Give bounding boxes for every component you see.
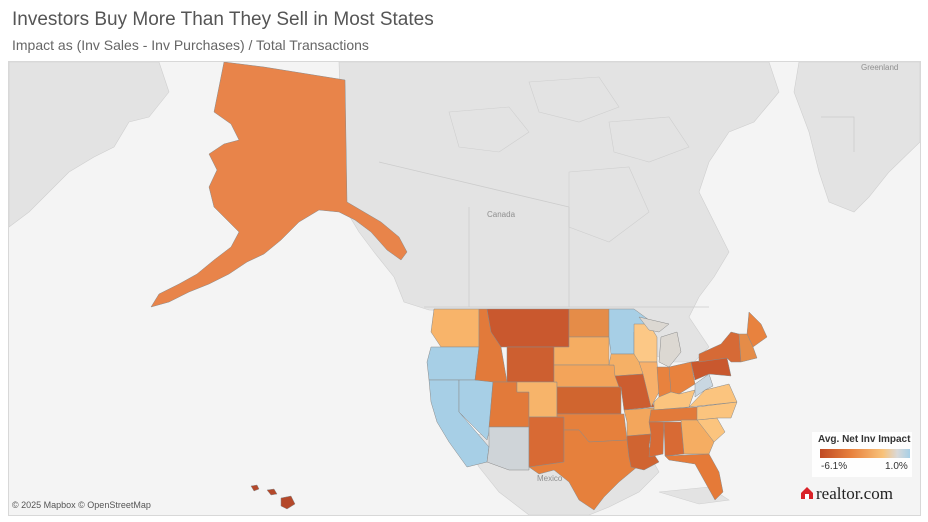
state-kansas (556, 386, 622, 415)
state-louisiana (626, 433, 660, 471)
map-canvas[interactable] (9, 62, 920, 515)
label-canada: Canada (487, 210, 516, 219)
state-pennsylvania (690, 357, 732, 381)
map-view[interactable]: Greenland Canada Mexico (8, 61, 921, 516)
state-wyoming (506, 346, 555, 383)
chart-title: Investors Buy More Than They Sell in Mos… (12, 9, 434, 30)
russia-landmass (9, 62, 170, 228)
label-greenland: Greenland (861, 63, 899, 72)
realtor-logo: realtor.com (800, 484, 893, 506)
color-legend: Avg. Net Inv Impact -6.1% 1.0% (812, 432, 912, 477)
state-georgia (680, 419, 715, 455)
chart-subtitle: Impact as (Inv Sales - Inv Purchases) / … (12, 37, 369, 53)
legend-gradient (820, 449, 910, 458)
legend-max-label: 1.0% (885, 461, 908, 472)
state-north-dakota (568, 308, 610, 338)
state-michigan (638, 316, 682, 368)
state-montana (486, 308, 570, 348)
legend-min-label: -6.1% (821, 461, 848, 472)
state-alabama (663, 421, 685, 457)
state-alaska (150, 62, 408, 308)
state-mississippi (648, 421, 665, 458)
state-ohio (668, 361, 696, 395)
state-arizona (486, 426, 530, 471)
state-virginia (688, 383, 738, 408)
state-illinois (638, 361, 660, 408)
land-layer (9, 62, 920, 515)
state-indiana (656, 366, 672, 398)
map-attribution[interactable]: © 2025 Mapbox © OpenStreetMap (12, 500, 151, 510)
state-oregon (426, 346, 480, 381)
state-maine (746, 311, 768, 348)
label-mexico: Mexico (537, 474, 563, 483)
state-new-england (738, 333, 758, 363)
greenland-landmass (793, 62, 920, 213)
state-texas (528, 429, 638, 511)
arctic-island (528, 76, 620, 123)
state-new-mexico (528, 416, 565, 468)
us-states (150, 62, 768, 511)
state-nebraska (553, 364, 620, 388)
state-west-virginia (694, 373, 714, 398)
arctic-island (608, 116, 690, 163)
state-florida (664, 453, 724, 501)
logo-text: realtor.com (816, 484, 893, 503)
boundary-lines (378, 116, 855, 308)
legend-title: Avg. Net Inv Impact (818, 434, 911, 445)
arctic-island (448, 106, 530, 153)
house-icon (800, 485, 814, 505)
state-hawaii (250, 484, 296, 510)
state-washington (430, 308, 480, 348)
